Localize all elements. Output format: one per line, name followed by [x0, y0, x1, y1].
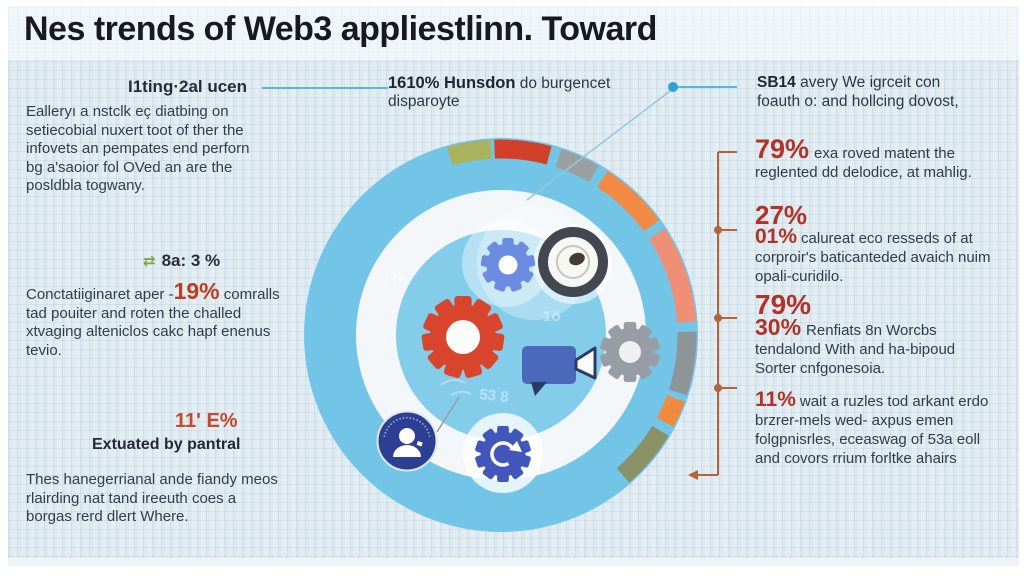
percent-value: 27%	[755, 200, 808, 230]
right-stat-3: 79% 30% Renfiats 8n Worcbs tendalond With…	[755, 289, 991, 378]
percent-value: 79%	[755, 289, 812, 320]
percent-value: 19%	[173, 278, 220, 304]
callout-rest: avery We igrceit con foauth o: and hollc…	[757, 74, 959, 110]
stat-text: calureat eco resseds of at corproir's ba…	[755, 230, 991, 285]
callout-line2: disparoyte	[388, 93, 460, 110]
svg-text:7%: 7%	[381, 269, 405, 289]
grid-background: 7% 1ö 53 8 Nes trends of Web3 appliestlinn…	[8, 6, 1019, 566]
left-paragraph-1: Ealleryı a nstclk eç diatbing on setieco…	[26, 103, 250, 195]
right-stat-2: 27% 01% calureat eco resseds of at corpro…	[755, 200, 991, 286]
callout-bold: 1610% Hunsdon	[388, 74, 516, 92]
callout-rest: do burgencet	[515, 75, 611, 92]
connector-lines	[262, 82, 737, 480]
percent-value: 01%	[755, 225, 798, 248]
left-section-heading: I1ting·2al ucen	[128, 77, 248, 96]
svg-text:53 8: 53 8	[479, 386, 510, 406]
left-paragraph-2: Conctatiiginaret aper -19% comralls tad …	[26, 280, 280, 360]
svg-text:1ö: 1ö	[543, 308, 561, 325]
title-band	[8, 6, 1019, 60]
stat-text: Renfiats 8n Worcbs tendalond With and ha…	[755, 322, 956, 377]
percent-value: 30%	[755, 314, 802, 340]
stat-text: wait a ruzles tod arkant erdo brzrer-mel…	[755, 393, 989, 467]
right-stat-4: 11% wait a ruzles tod arkant erdo brzrer-…	[755, 388, 991, 468]
green-exchange-arrows-icon: ⇄	[143, 253, 156, 270]
percent-value: 79%	[755, 134, 810, 164]
callout-bold: SB14	[757, 74, 796, 91]
stat-text: exa roved matent the reglented dd delodi…	[755, 145, 972, 181]
center-callout: 1610% Hunsdon do burgencet disparoyte	[388, 74, 648, 111]
paragraph-text: Conctatiiginaret aper -	[26, 286, 174, 303]
right-stat-1: 79% exa roved matent the reglented dd del…	[755, 136, 991, 182]
left-stat-caption: Extuated by pantral	[92, 436, 241, 453]
bottom-strip	[8, 558, 1019, 566]
mini-stat-label: 8a: 3 %	[161, 251, 221, 270]
page-title: Nes trends of Web3 appliestlinn. Toward	[24, 10, 657, 48]
wheel-graphic: 7% 1ö 53 8	[304, 138, 698, 532]
percent-value: 11%	[755, 388, 796, 411]
top-right-callout: SB14 avery We igrceit con foauth o: and …	[757, 74, 977, 111]
left-stat-percent: 11' E%	[175, 410, 238, 432]
left-mini-stat: ⇄ 8a: 3 %	[143, 251, 220, 271]
paragraph-text: comralls tad pouiter and roten the chall…	[26, 286, 280, 359]
left-paragraph-3: Thes hanegerrianal ande fiandy meos rlai…	[26, 471, 278, 526]
